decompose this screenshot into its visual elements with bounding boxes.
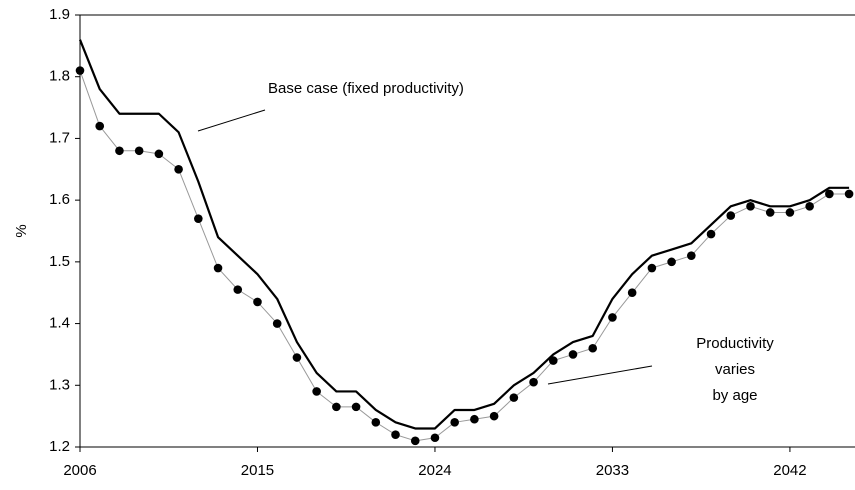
y-tick-label: 1.4	[49, 315, 70, 332]
series-marker	[154, 149, 164, 159]
series-marker	[272, 319, 282, 328]
series-marker	[489, 411, 499, 421]
y-tick-label: 1.8	[49, 68, 70, 85]
y-tick-label: 1.3	[49, 376, 70, 393]
series-line	[78, 39, 850, 430]
series-marker	[588, 343, 598, 353]
series-marker	[213, 263, 223, 273]
x-tick-label: 2024	[418, 462, 451, 479]
annotation-leader	[547, 365, 653, 385]
series-marker	[233, 285, 243, 294]
series-marker	[115, 146, 124, 156]
series-marker	[529, 377, 538, 387]
x-tick-label: 2042	[773, 462, 806, 479]
y-axis-label: %	[13, 224, 30, 237]
series-marker	[647, 263, 657, 273]
series-marker	[805, 202, 814, 211]
series-marker	[470, 414, 479, 424]
series-marker	[825, 189, 834, 199]
y-tick-label: 1.9	[49, 6, 70, 23]
y-tick-label: 1.5	[49, 253, 70, 270]
series-marker	[174, 164, 183, 174]
series-marker	[95, 121, 105, 131]
series-marker	[746, 202, 755, 211]
series-marker	[844, 189, 854, 199]
series-marker	[292, 353, 302, 362]
series-marker	[726, 211, 736, 220]
series-marker	[509, 393, 519, 402]
series-marker	[332, 402, 341, 412]
x-tick-label: 2015	[241, 462, 274, 479]
series-marker	[548, 356, 558, 365]
series-marker	[312, 387, 321, 396]
series-line	[79, 70, 850, 442]
series-marker	[253, 297, 262, 307]
series-marker	[75, 66, 85, 75]
series-marker	[667, 257, 676, 267]
series-marker	[430, 433, 440, 443]
series-marker	[706, 229, 716, 239]
x-tick-label: 2006	[63, 462, 96, 479]
series-marker	[608, 313, 617, 322]
x-tick-label: 2033	[596, 462, 629, 479]
annotation: by age	[712, 387, 757, 404]
series-marker	[785, 208, 795, 217]
series-marker	[391, 430, 400, 439]
series-marker	[687, 251, 696, 260]
y-tick-label: 1.2	[49, 438, 70, 455]
series-marker	[194, 214, 203, 223]
y-tick-label: 1.7	[49, 129, 70, 146]
series-marker	[450, 418, 459, 427]
series-marker	[568, 350, 578, 359]
annotation: varies	[715, 361, 755, 378]
series-marker	[351, 402, 361, 412]
series-marker	[627, 288, 637, 298]
annotation: Productivity	[696, 335, 774, 352]
y-tick-label: 1.6	[49, 191, 70, 208]
series-marker	[410, 436, 420, 446]
annotation: Base case (fixed productivity)	[268, 80, 464, 97]
series-marker	[134, 146, 144, 156]
series-marker	[765, 208, 775, 217]
series-marker	[371, 418, 381, 427]
annotation-leader	[197, 109, 266, 132]
